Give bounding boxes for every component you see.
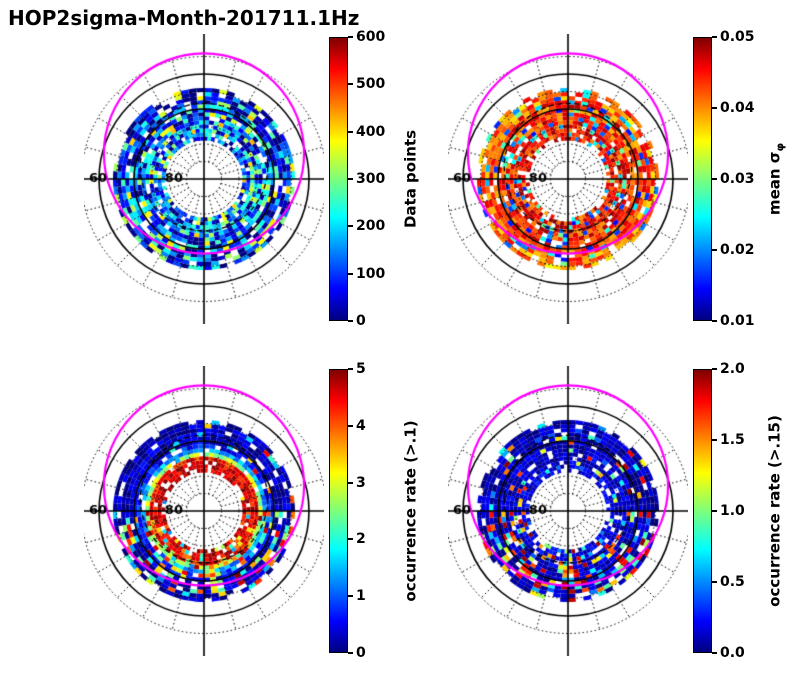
colorbar-tick: 600 [348, 29, 400, 45]
figure-title: HOP2sigma-Month-201711.1Hz [8, 6, 360, 30]
colorbar-tick: 0.02 [712, 242, 764, 258]
colorbar-label-wrap: occurrence rate (>.1) [400, 369, 424, 653]
colorbar-tick: 3 [348, 475, 400, 491]
colorbar-tick: 2.0 [712, 361, 764, 377]
colorbar-occurrence-rate-gt-0-1 [329, 369, 348, 653]
panel-data-points: 600 500 400 300 200 100 0 Data points [84, 29, 424, 329]
colorbar-label-occurrence-rate-gt-0-1: occurrence rate (>.1) [401, 420, 420, 602]
colorbar-tick: 0 [348, 313, 400, 329]
polar-plot-occurrence-rate-gt-0-15 [448, 366, 688, 656]
colorbar-tick: 400 [348, 124, 400, 140]
colorbar-group-data-points: 600 500 400 300 200 100 0 Data points [329, 29, 424, 329]
colorbar-tick: 0 [348, 645, 400, 661]
figure: HOP2sigma-Month-201711.1Hz 600 500 400 3… [0, 6, 797, 661]
colorbar-ticks-data-points: 600 500 400 300 200 100 0 [348, 29, 400, 329]
colorbar-tick: 1.5 [712, 432, 764, 448]
panel-grid: 600 500 400 300 200 100 0 Data points [0, 29, 788, 661]
colorbar-group-mean-sigma-phi: 0.05 0.04 0.03 0.02 0.01 mean σφ [693, 29, 788, 329]
colorbar-group-occurrence-rate-gt-0-1: 5 4 3 2 1 0 occurrence rate (>.1) [329, 361, 424, 661]
colorbar-tick: 0.04 [712, 100, 764, 116]
colorbar-label-wrap: occurrence rate (>.15) [764, 369, 788, 653]
colorbar-tick: 300 [348, 171, 400, 187]
colorbar-tick: 0.03 [712, 171, 764, 187]
colorbar-tick: 0.01 [712, 313, 764, 329]
colorbar-tick: 500 [348, 76, 400, 92]
colorbar-label-mean-sigma-phi: mean σφ [765, 142, 787, 216]
colorbar-tick: 4 [348, 418, 400, 434]
panel-occurrence-rate-gt-0-1: 5 4 3 2 1 0 occurrence rate (>.1) [84, 361, 424, 661]
colorbar-label-data-points: Data points [401, 129, 420, 229]
colorbar-label-wrap: mean σφ [764, 37, 788, 321]
colorbar-tick: 200 [348, 218, 400, 234]
colorbar-tick: 0.5 [712, 574, 764, 590]
colorbar-label-occurrence-rate-gt-0-15: occurrence rate (>.15) [765, 415, 784, 607]
colorbar-tick: 1.0 [712, 503, 764, 519]
colorbar-tick: 0.0 [712, 645, 764, 661]
colorbar-tick: 5 [348, 361, 400, 377]
polar-plot-mean-sigma-phi [448, 34, 688, 324]
polar-plot-data-points [84, 34, 324, 324]
colorbar-tick: 100 [348, 266, 400, 282]
colorbar-ticks-occurrence-rate-gt-0-15: 2.0 1.5 1.0 0.5 0.0 [712, 361, 764, 661]
panel-occurrence-rate-gt-0-15: 2.0 1.5 1.0 0.5 0.0 occurrence rate (>.1… [448, 361, 788, 661]
colorbar-data-points [329, 37, 348, 321]
colorbar-ticks-occurrence-rate-gt-0-1: 5 4 3 2 1 0 [348, 361, 400, 661]
colorbar-tick: 1 [348, 588, 400, 604]
colorbar-tick: 0.05 [712, 29, 764, 45]
colorbar-ticks-mean-sigma-phi: 0.05 0.04 0.03 0.02 0.01 [712, 29, 764, 329]
colorbar-group-occurrence-rate-gt-0-15: 2.0 1.5 1.0 0.5 0.0 occurrence rate (>.1… [693, 361, 788, 661]
colorbar-mean-sigma-phi [693, 37, 712, 321]
colorbar-label-wrap: Data points [400, 37, 424, 321]
colorbar-tick: 2 [348, 531, 400, 547]
polar-plot-occurrence-rate-gt-0-1 [84, 366, 324, 656]
panel-mean-sigma-phi: 0.05 0.04 0.03 0.02 0.01 mean σφ [448, 29, 788, 329]
colorbar-occurrence-rate-gt-0-15 [693, 369, 712, 653]
